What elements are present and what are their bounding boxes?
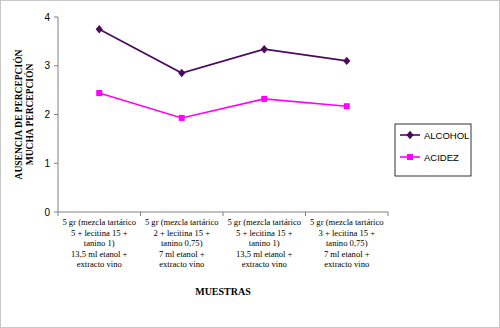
x-axis-label: MUESTRAS: [195, 286, 251, 297]
x-tick-label-line: 7 ml etanol +: [324, 249, 370, 259]
x-tick: [58, 212, 59, 216]
x-tick-label: 5 gr (mezcla tartárico5 + lecitina 15 +t…: [227, 217, 301, 269]
series-line: [99, 29, 347, 73]
x-tick: [140, 212, 141, 216]
x-tick-label-line: 13,5 ml etanol +: [71, 249, 128, 259]
x-tick-label-line: 5 gr (mezcla tartárico: [310, 217, 384, 227]
x-tick: [388, 212, 389, 216]
marker: [96, 90, 102, 96]
x-tick-label-line: 13,5 ml etanol +: [236, 249, 293, 259]
x-tick: [223, 212, 224, 216]
series-line: [99, 93, 347, 118]
x-tick-label: 5 gr (mezcla tartárico3 + lecitina 15 +t…: [310, 217, 384, 269]
x-tick-label: 5 gr (mezcla tartárico2 + lecitina 15 +t…: [145, 217, 219, 269]
x-tick-label-line: extracto vino: [159, 259, 204, 269]
x-tick-label-line: tanino 0,75): [161, 238, 203, 248]
legend-marker: [406, 131, 413, 139]
y-tick: [54, 17, 58, 18]
x-tick-label-line: 5 gr (mezcla tartárico: [145, 217, 219, 227]
marker: [261, 96, 267, 102]
x-tick-label-line: 7 ml etanol +: [159, 249, 205, 259]
x-tick-label-line: 2 + lecitina 15 +: [154, 228, 211, 238]
chart: 012345 gr (mezcla tartárico5 + lecitina …: [0, 0, 500, 328]
x-tick-label-line: 5 + lecitina 15 +: [236, 228, 293, 238]
y-tick: [54, 163, 58, 164]
x-tick-label-line: extracto vino: [324, 259, 369, 269]
frame: [1, 1, 500, 328]
y-tick-label: 4: [44, 12, 50, 23]
marker: [344, 103, 350, 109]
y-axis-label-line: MUCHA PERCEPCIÓN: [24, 64, 35, 166]
x-tick-label-line: 5 gr (mezcla tartárico: [227, 217, 301, 227]
marker: [178, 69, 185, 77]
y-axis-label: AUSENCIA DE PERCEPCIÓNMUCHA PERCEPCIÓN: [13, 49, 35, 179]
x-tick-label: 5 gr (mezcla tartárico5 + lecitina 15 +t…: [62, 217, 136, 269]
y-tick-label: 3: [44, 60, 50, 71]
x-tick-label-line: tanino 1): [249, 238, 280, 248]
x-tick-label-line: extracto vino: [77, 259, 122, 269]
y-tick: [54, 212, 58, 213]
y-tick: [54, 114, 58, 115]
marker: [96, 25, 103, 33]
marker: [179, 115, 185, 121]
legend-label: ACIDEZ: [424, 152, 459, 163]
x-tick-label-line: 5 gr (mezcla tartárico: [62, 217, 136, 227]
y-tick-label: 0: [44, 207, 50, 218]
x-tick-label-line: extracto vino: [242, 259, 287, 269]
x-tick-label-line: 3 + lecitina 15 +: [319, 228, 376, 238]
marker: [261, 45, 268, 53]
x-tick-label-line: 5 + lecitina 15 +: [71, 228, 128, 238]
x-tick: [305, 212, 306, 216]
legend-marker: [407, 154, 413, 160]
y-tick: [54, 65, 58, 66]
plot-area: [96, 25, 351, 121]
legend: [395, 124, 471, 176]
marker: [343, 57, 350, 65]
y-axis-label-line: AUSENCIA DE PERCEPCIÓN: [13, 49, 24, 179]
x-tick-label-line: tanino 1): [84, 238, 115, 248]
legend-label: ALCOHOL: [424, 130, 469, 141]
y-tick-label: 1: [44, 158, 50, 169]
x-tick-label-line: tanino 0,75): [326, 238, 368, 248]
y-tick-label: 2: [44, 109, 50, 120]
